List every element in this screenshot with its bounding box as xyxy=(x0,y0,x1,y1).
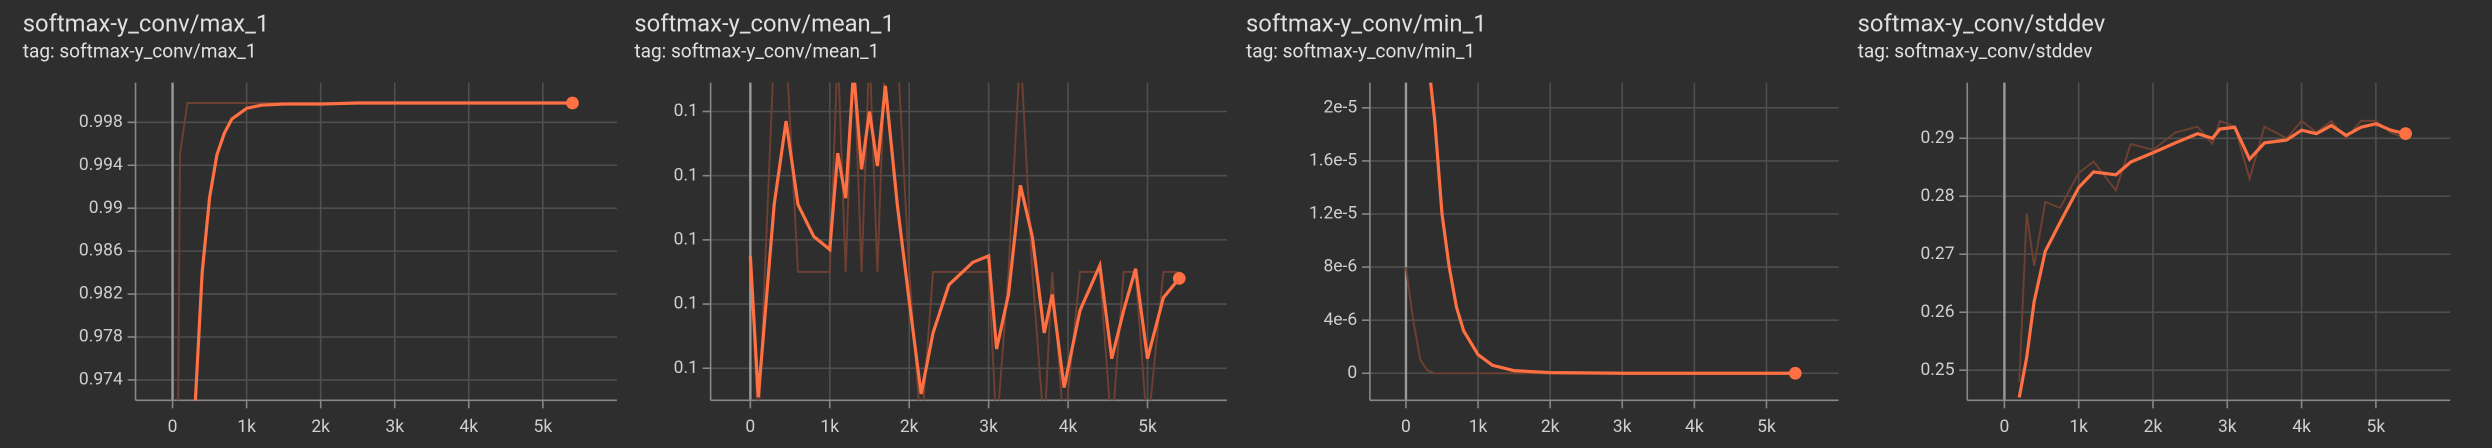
y-tick-label: 0.29 xyxy=(1920,128,1954,148)
x-tick-label: 5k xyxy=(1138,417,1157,437)
x-tick-label: 0 xyxy=(1999,417,2009,437)
y-tick-label: 8e-6 xyxy=(1323,257,1357,277)
line-series xyxy=(193,101,573,401)
chart-subtitle: tag: softmax-y_conv/mean_1 xyxy=(634,39,879,62)
x-tick-label: 2k xyxy=(2144,417,2163,437)
chart-title: softmax-y_conv/mean_1 xyxy=(634,10,894,38)
y-tick-label: 0.1 xyxy=(674,101,698,121)
y-tick-label: 0.26 xyxy=(1920,302,1954,322)
x-tick-label: 0 xyxy=(1401,417,1411,437)
x-tick-label: 1k xyxy=(1469,417,1488,437)
line-series xyxy=(1429,82,1796,375)
x-tick-label: 4k xyxy=(459,417,478,437)
y-tick-label: 0.28 xyxy=(1920,186,1954,206)
y-tick-label: 1.6e-5 xyxy=(1309,151,1357,171)
y-tick-label: 0.982 xyxy=(79,284,123,304)
last-point xyxy=(1172,272,1186,285)
x-tick-label: 5k xyxy=(1757,417,1776,437)
chart-subtitle: tag: softmax-y_conv/min_1 xyxy=(1246,39,1475,62)
x-tick-label: 2k xyxy=(900,417,919,437)
last-point xyxy=(2399,127,2412,140)
y-tick-label: 0.1 xyxy=(674,358,698,378)
y-tick-label: 0.27 xyxy=(1920,244,1954,264)
x-tick-label: 0 xyxy=(745,417,755,437)
y-tick-label: 0.978 xyxy=(79,327,123,347)
chart-title: softmax-y_conv/max_1 xyxy=(23,10,270,38)
y-tick-label: 0.99 xyxy=(89,198,123,218)
y-tick-label: 4e-6 xyxy=(1323,310,1357,330)
line-series xyxy=(748,82,1181,398)
y-tick-label: 1.2e-5 xyxy=(1309,204,1357,224)
x-tick-label: 4k xyxy=(1685,417,1704,437)
x-tick-label: 3k xyxy=(1613,417,1632,437)
x-tick-label: 1k xyxy=(2069,417,2088,437)
chart-subtitle: tag: softmax-y_conv/stddev xyxy=(1858,39,2093,62)
y-tick-label: 0.1 xyxy=(674,229,698,249)
y-tick-label: 0.986 xyxy=(79,241,123,261)
x-tick-label: 1k xyxy=(820,417,839,437)
y-tick-label: 2e-5 xyxy=(1323,97,1357,117)
x-tick-label: 2k xyxy=(1541,417,1560,437)
line-series xyxy=(749,82,1180,401)
chart-title: softmax-y_conv/stddev xyxy=(1858,10,2106,38)
y-tick-label: 0.974 xyxy=(79,370,123,390)
x-tick-label: 0 xyxy=(168,417,178,437)
x-tick-label: 3k xyxy=(385,417,404,437)
y-tick-label: 0.25 xyxy=(1920,360,1954,380)
chart-title: softmax-y_conv/min_1 xyxy=(1246,10,1487,38)
line-series xyxy=(2018,119,2406,382)
y-tick-label: 0.998 xyxy=(79,112,123,132)
x-tick-label: 2k xyxy=(311,417,330,437)
last-point xyxy=(566,96,579,110)
y-tick-label: 0.1 xyxy=(674,294,698,314)
x-tick-label: 1k xyxy=(237,417,256,437)
x-tick-label: 3k xyxy=(2218,417,2237,437)
x-tick-label: 3k xyxy=(979,417,998,437)
y-tick-label: 0.1 xyxy=(674,165,698,185)
x-tick-label: 5k xyxy=(2367,417,2386,437)
chart-subtitle: tag: softmax-y_conv/max_1 xyxy=(23,39,257,62)
x-tick-label: 4k xyxy=(1059,417,1078,437)
x-tick-label: 4k xyxy=(2292,417,2311,437)
x-tick-label: 5k xyxy=(534,417,553,437)
line-series xyxy=(2017,122,2406,398)
y-tick-label: 0.994 xyxy=(79,155,123,175)
line-series xyxy=(177,102,573,401)
y-tick-label: 0 xyxy=(1347,363,1357,383)
last-point xyxy=(1788,366,1802,380)
